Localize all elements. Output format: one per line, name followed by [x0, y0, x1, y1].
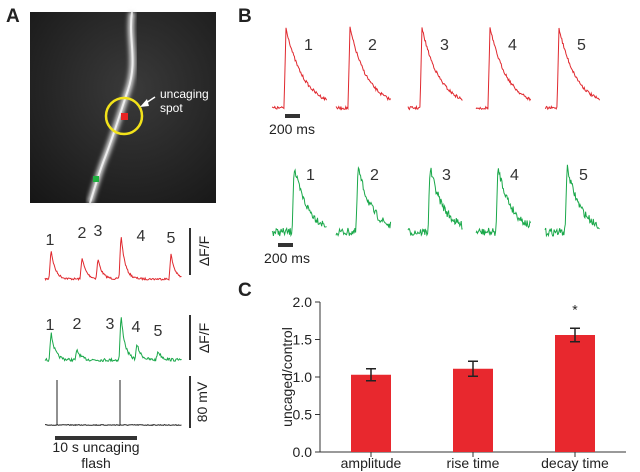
- trace-label: 3: [440, 37, 449, 54]
- panel-label: B: [238, 6, 252, 27]
- trace-label: 4: [510, 167, 519, 184]
- trace: [407, 27, 463, 111]
- y-tick-label: 0.5: [293, 407, 313, 423]
- scale-label: 200 ms: [269, 121, 315, 137]
- trace-label: 4: [137, 228, 146, 245]
- uncaging-spot: [121, 113, 128, 120]
- trace: [335, 166, 392, 237]
- annotation: spot: [160, 101, 183, 115]
- trace: [44, 237, 182, 282]
- scale-label: ΔF/F: [196, 323, 212, 353]
- trace-label: 3: [94, 223, 103, 240]
- trace: [475, 27, 532, 111]
- trace-label: 2: [370, 167, 379, 184]
- y-tick-label: 0.0: [293, 444, 313, 460]
- trace: [544, 164, 600, 238]
- trace-label: 4: [132, 319, 141, 336]
- flash-label: flash: [81, 455, 111, 471]
- trace: [271, 168, 327, 238]
- panel-label: A: [6, 6, 20, 27]
- trace-label: 3: [442, 167, 451, 184]
- trace-label: 2: [78, 225, 87, 242]
- x-tick-label: amplitude: [341, 455, 402, 471]
- trace-label: 1: [304, 37, 313, 54]
- flash-label: 10 s uncaging: [52, 439, 139, 455]
- annotation: uncaging: [160, 87, 209, 101]
- trace-label: 2: [73, 316, 82, 333]
- trace-label: 1: [46, 232, 55, 249]
- trace-label: 2: [368, 37, 377, 54]
- trace-label: 3: [106, 316, 115, 333]
- y-tick-label: 1.0: [293, 369, 313, 385]
- trace: [44, 317, 182, 363]
- arrow-head: [140, 99, 149, 107]
- bar: [555, 335, 595, 452]
- uncaging-circle: [104, 96, 144, 136]
- scale-label: ΔF/F: [196, 236, 212, 266]
- trace-label: 1: [306, 167, 315, 184]
- y-axis-label: uncaged/control: [279, 327, 295, 427]
- trace-label: 5: [167, 230, 176, 247]
- trace-label: 5: [577, 37, 586, 54]
- scale-label: 80 mV: [194, 381, 210, 422]
- trace-label: 5: [154, 323, 163, 340]
- x-tick-label: rise time: [447, 455, 500, 471]
- trace: [544, 27, 601, 111]
- y-tick-label: 2.0: [293, 294, 313, 310]
- recording-spot: [93, 176, 99, 182]
- trace: [271, 27, 328, 110]
- significance: *: [572, 301, 578, 317]
- y-tick-label: 1.5: [293, 332, 313, 348]
- trace-label: 1: [46, 317, 55, 334]
- scale-label: 200 ms: [264, 250, 310, 266]
- panel-label: C: [238, 280, 252, 301]
- trace: [45, 423, 182, 427]
- trace: [335, 26, 392, 111]
- x-tick-label: decay time: [541, 455, 609, 471]
- trace: [407, 167, 463, 237]
- trace-label: 4: [508, 37, 517, 54]
- bar: [453, 368, 493, 452]
- scale-bars: [55, 114, 300, 440]
- trace: [475, 168, 532, 236]
- bar: [351, 374, 391, 452]
- trace-label: 5: [579, 167, 588, 184]
